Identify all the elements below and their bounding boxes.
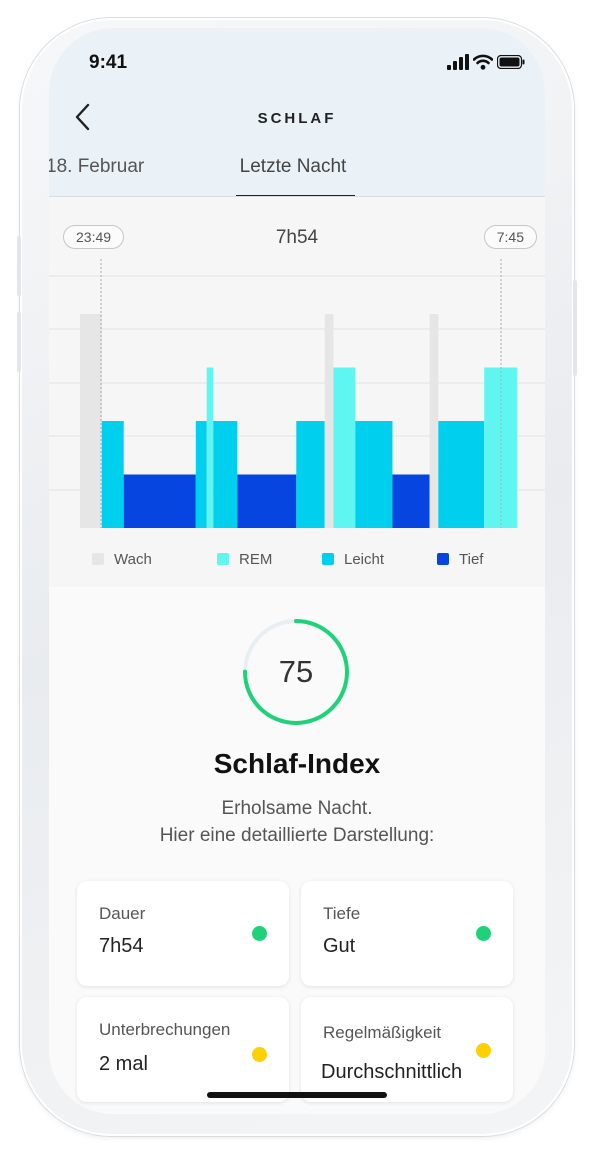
legend-swatch-leicht xyxy=(322,553,334,565)
sleep-score-section: 75 Schlaf-Index Erholsame Nacht. Hier ei… xyxy=(49,587,545,1114)
metric-value: Gut xyxy=(323,935,356,957)
page-title: SCHLAF xyxy=(257,110,337,127)
legend-item-tief: Tief xyxy=(437,551,483,568)
metric-value: 7h54 xyxy=(99,935,144,957)
legend-item-leicht: Leicht xyxy=(322,551,384,568)
sleep-index-title: Schlaf-Index xyxy=(213,748,381,779)
tab-last-night[interactable]: Letzte Nacht xyxy=(239,156,347,177)
legend-label: REM xyxy=(239,551,273,568)
metric-card-depth[interactable]: Tiefe Gut xyxy=(301,881,513,986)
metric-label: Dauer xyxy=(99,904,146,923)
legend-label: Tief xyxy=(459,551,484,568)
status-dot xyxy=(252,1047,267,1062)
status-dot xyxy=(476,1043,491,1058)
sleep-stage-bar-wach xyxy=(80,314,102,528)
score-ring xyxy=(243,619,349,725)
legend-label: Leicht xyxy=(344,551,385,568)
sleep-stage-bar-leicht xyxy=(438,421,485,528)
sleep-stages-chart xyxy=(49,259,545,528)
legend-swatch-wach xyxy=(92,553,104,565)
sleep-score-value: 75 xyxy=(278,654,314,689)
sleep-stage-bar-rem xyxy=(333,367,356,528)
chart-legend: Wach REM Leicht Tief xyxy=(49,551,545,571)
legend-swatch-tief xyxy=(437,553,449,565)
metric-label: Unterbrechungen xyxy=(99,1020,231,1039)
sleep-stage-bar-leicht xyxy=(195,421,207,528)
sleep-stage-bar-leicht xyxy=(101,421,124,528)
sleep-stage-bar-rem xyxy=(206,367,214,528)
header-divider xyxy=(49,196,545,197)
legend-swatch-rem xyxy=(217,553,229,565)
status-dot xyxy=(476,926,491,941)
legend-item-wach: Wach xyxy=(92,551,152,568)
power-button xyxy=(573,280,577,376)
sleep-start-time: 23:49 xyxy=(63,225,125,249)
status-time: 9:41 xyxy=(89,52,128,73)
home-indicator[interactable] xyxy=(207,1092,387,1098)
chevron-left-icon xyxy=(75,103,90,131)
legend-item-rem: REM xyxy=(217,551,272,568)
cellular-signal-icon xyxy=(447,54,469,70)
sleep-stage-bar-leicht xyxy=(213,421,238,528)
metric-value: 2 mal xyxy=(99,1053,148,1075)
sleep-stage-bar-leicht xyxy=(355,421,393,528)
volume-up-button xyxy=(17,236,21,296)
status-dot xyxy=(252,926,267,941)
description-line: Hier eine detaillierte Darstellung: xyxy=(159,825,435,846)
sleep-stage-bar-wach xyxy=(429,314,439,528)
sleep-index-description: Erholsame Nacht. Hier eine detaillierte … xyxy=(49,795,545,849)
battery-icon xyxy=(497,55,525,69)
metric-label: Regelmäßigkeit xyxy=(323,1023,442,1042)
sleep-chart: 23:49 7h54 7:45 Wach REM Leicht Tief xyxy=(49,197,545,587)
app-screen: 9:41 SCHLAF 18. F xyxy=(49,28,545,1114)
sleep-duration-label: 7h54 xyxy=(275,227,319,248)
metric-value: Durchschnittlich xyxy=(321,1061,463,1083)
back-button[interactable] xyxy=(71,102,95,132)
score-ring-progress xyxy=(243,619,349,725)
legend-label: Wach xyxy=(114,551,152,568)
tab-previous-night[interactable]: 18. Februar xyxy=(49,156,145,177)
wake-up-time: 7:45 xyxy=(483,225,537,249)
description-line: Erholsame Nacht. xyxy=(221,798,373,819)
sleep-stage-bar-tief xyxy=(237,474,297,528)
sleep-stage-bar-tief xyxy=(392,474,430,528)
header: 9:41 SCHLAF 18. F xyxy=(49,28,545,197)
sleep-stage-bar-leicht xyxy=(296,421,325,528)
wifi-icon xyxy=(473,54,493,70)
metric-card-duration[interactable]: Dauer 7h54 xyxy=(77,881,289,986)
sleep-stage-bar-tief xyxy=(123,474,196,528)
metric-label: Tiefe xyxy=(323,904,361,923)
metric-card-interruptions[interactable]: Unterbrechungen 2 mal xyxy=(77,997,289,1102)
volume-down-button xyxy=(17,312,21,372)
metric-card-regularity[interactable]: Regelmäßigkeit Durchschnittlich xyxy=(301,997,513,1102)
sleep-stage-bar-wach xyxy=(324,314,334,528)
